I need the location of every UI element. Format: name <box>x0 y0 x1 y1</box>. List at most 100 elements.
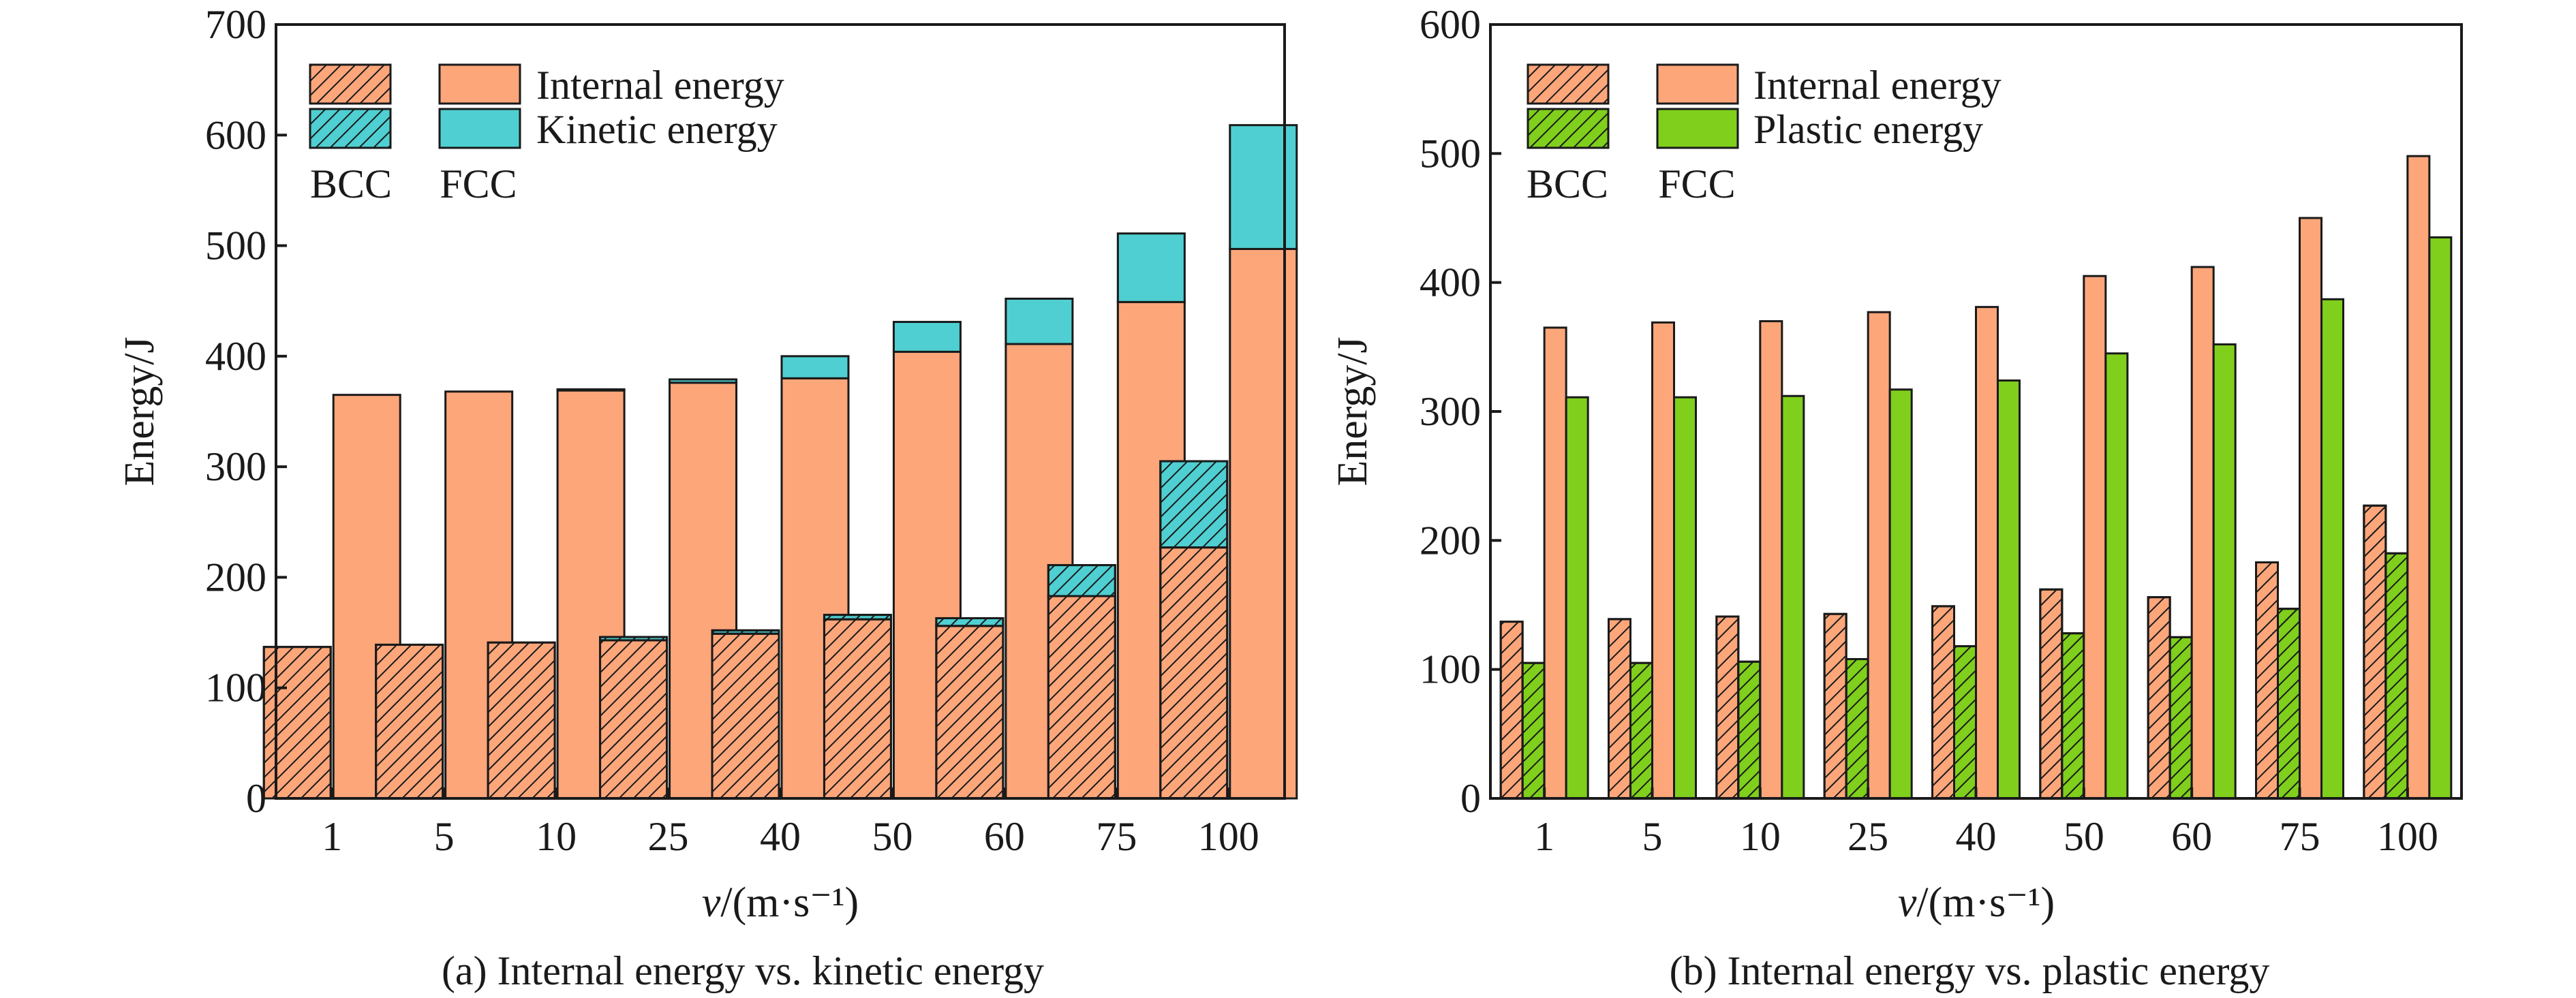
bar-bcc-internal-50 <box>824 619 891 798</box>
bar-bcc-plastic-75-hatch <box>2278 609 2300 798</box>
bar-bcc-internal-40 <box>712 634 779 798</box>
y-tick-label: 600 <box>1420 2 1481 47</box>
bar-bcc-internal-50-hatch <box>824 619 891 798</box>
y-tick-label: 300 <box>1420 389 1481 434</box>
bar-bcc-internal-1 <box>1501 622 1522 798</box>
bar-fcc-internal-25 <box>1868 312 1890 798</box>
bar-bcc-plastic-25-hatch <box>1846 659 1868 798</box>
bar-fcc-internal-25-fill <box>1868 312 1890 798</box>
bar-fcc-kinetic-100-fill <box>1230 125 1297 249</box>
bar-fcc-plastic-25-fill <box>1890 390 1912 798</box>
bar-fcc-plastic-5-fill <box>1674 397 1696 798</box>
y-tick-label: 200 <box>1420 518 1481 563</box>
x-axis-title-variable: v <box>1898 879 1917 926</box>
bar-bcc-kinetic-40 <box>712 630 779 634</box>
y-tick-label: 0 <box>246 776 266 821</box>
x-tick-label: 100 <box>1198 814 1259 859</box>
x-tick-label: 60 <box>2171 814 2212 859</box>
bar-fcc-kinetic-75-fill <box>1118 234 1184 302</box>
bar-bcc-kinetic-75 <box>1048 565 1115 596</box>
y-tick-label: 200 <box>205 555 266 599</box>
x-tick-label: 40 <box>760 814 801 859</box>
y-tick-label: 300 <box>205 444 266 489</box>
bar-fcc-internal-50-fill <box>2084 276 2106 798</box>
bar-bcc-kinetic-100-hatch <box>1161 461 1227 548</box>
bar-bcc-internal-5 <box>376 644 443 798</box>
bar-fcc-plastic-40-fill <box>1998 381 2020 798</box>
legend-swatch-kinetic-bcc-hatch <box>310 109 390 148</box>
bar-bcc-internal-40-hatch <box>712 634 779 798</box>
bar-fcc-kinetic-25 <box>670 379 737 383</box>
bar-bcc-kinetic-60 <box>936 618 1003 625</box>
legend-label-internal-energy: Internal energy <box>1753 63 2002 108</box>
bar-fcc-internal-60 <box>2192 267 2213 798</box>
bar-fcc-internal-10-fill <box>1760 321 1782 798</box>
legend-swatch-plastic-bcc-hatch <box>1528 109 1608 148</box>
bar-fcc-internal-40 <box>1976 307 1998 798</box>
bar-fcc-internal-100 <box>1230 249 1297 798</box>
bar-bcc-plastic-1-hatch <box>1522 663 1544 798</box>
bar-fcc-kinetic-40-fill <box>782 356 848 378</box>
y-axis-title: Energy/J <box>1330 337 1376 486</box>
y-tick-label: 500 <box>1420 131 1481 176</box>
bar-bcc-internal-25-hatch <box>600 640 667 798</box>
bar-bcc-internal-75 <box>1048 596 1115 798</box>
bar-bcc-plastic-25 <box>1846 659 1868 798</box>
bar-bcc-internal-60 <box>2148 597 2170 798</box>
x-tick-label: 100 <box>2377 814 2438 859</box>
bar-fcc-internal-5 <box>1653 322 1674 798</box>
bar-fcc-internal-100 <box>2408 156 2429 798</box>
x-tick-label: 5 <box>434 814 455 859</box>
bar-fcc-plastic-50 <box>2106 354 2128 798</box>
y-tick-label: 600 <box>205 112 266 157</box>
legend-swatch-internal-bcc-hatch <box>310 65 390 104</box>
caption-a: (a) Internal energy vs. kinetic energy <box>442 948 1044 993</box>
bar-fcc-plastic-75 <box>2322 299 2344 798</box>
bar-fcc-internal-75-fill <box>2300 218 2322 798</box>
x-axis-title-unit: /(m·s⁻¹) <box>720 879 859 926</box>
x-axis-title: v/(m·s⁻¹) <box>1898 879 2055 926</box>
legend-group-bcc: BCC <box>1527 161 1608 206</box>
bar-fcc-plastic-100 <box>2429 237 2451 798</box>
y-tick-label: 0 <box>1460 776 1481 821</box>
y-tick-label: 500 <box>205 223 266 268</box>
bar-bcc-kinetic-60-hatch <box>936 618 1003 625</box>
bar-fcc-internal-50 <box>2084 276 2106 798</box>
y-tick-label: 100 <box>1420 647 1481 692</box>
bar-bcc-internal-50 <box>2040 589 2062 798</box>
legend-label-kinetic-energy: Kinetic energy <box>536 107 778 152</box>
y-axis-title: Energy/J <box>117 337 163 486</box>
bar-fcc-kinetic-40 <box>782 356 848 378</box>
bar-bcc-internal-40 <box>1933 606 1954 798</box>
bar-bcc-plastic-50-hatch <box>2062 634 2084 798</box>
bar-bcc-internal-1-hatch <box>1501 622 1522 798</box>
bar-fcc-kinetic-50-fill <box>893 322 960 352</box>
bar-fcc-plastic-5 <box>1674 397 1696 798</box>
bar-bcc-internal-60-hatch <box>936 626 1003 798</box>
bar-bcc-internal-50-hatch <box>2040 589 2062 798</box>
bar-bcc-internal-25 <box>1824 614 1846 798</box>
bar-bcc-plastic-40-hatch <box>1954 646 1976 798</box>
bar-bcc-internal-40-hatch <box>1933 606 1954 798</box>
bar-bcc-kinetic-40-hatch <box>712 630 779 634</box>
legend-group-bcc: BCC <box>310 161 392 206</box>
bar-fcc-plastic-50-fill <box>2106 354 2128 798</box>
bar-fcc-plastic-40 <box>1998 381 2020 798</box>
bar-fcc-kinetic-100 <box>1230 125 1297 249</box>
bar-fcc-plastic-60 <box>2213 345 2235 798</box>
bar-bcc-internal-1-hatch <box>264 647 331 798</box>
legend-swatch-plastic-fcc <box>1657 109 1738 148</box>
bar-fcc-kinetic-60 <box>1006 298 1073 344</box>
bar-bcc-internal-75-hatch <box>1048 596 1115 798</box>
bar-fcc-kinetic-60-fill <box>1006 298 1073 344</box>
bar-fcc-internal-100-fill <box>1230 249 1297 798</box>
legend: Internal energy Kinetic energy BCC FCC <box>310 63 784 206</box>
bar-fcc-kinetic-25-fill <box>670 379 737 383</box>
legend-swatch-internal-fcc <box>1657 65 1738 104</box>
bar-bcc-internal-100-hatch <box>1161 548 1227 798</box>
x-tick-label: 75 <box>1096 814 1137 859</box>
bar-bcc-kinetic-75-hatch <box>1048 565 1115 596</box>
bar-bcc-plastic-10 <box>1738 661 1760 798</box>
